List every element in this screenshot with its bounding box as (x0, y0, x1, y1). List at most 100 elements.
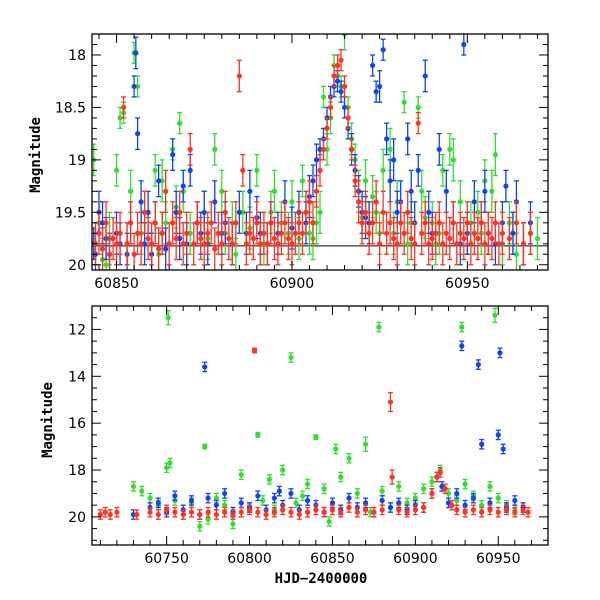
top-red-point (468, 222, 474, 266)
bottom-blue-point (202, 361, 208, 373)
bottom-red-point (387, 392, 394, 413)
bottom-red-point (449, 499, 455, 511)
bottom-blue-point (188, 495, 195, 506)
bottom-red-point (280, 504, 286, 516)
top-y-tick-label: 19 (68, 153, 86, 169)
top-green-point (117, 106, 123, 130)
bottom-red-point (296, 509, 302, 520)
top-red-point (447, 216, 453, 261)
bottom-red-point (102, 506, 108, 518)
top-red-point (180, 222, 186, 266)
top-y-tick-label: 19.5 (55, 205, 86, 221)
bottom-red-point (172, 506, 178, 518)
top-red-point (377, 222, 383, 266)
bottom-blue-point (172, 490, 178, 502)
top-blue-point (135, 117, 141, 151)
bottom-red-point (213, 509, 219, 520)
top-blue-point (212, 180, 218, 224)
top-red-point (387, 201, 393, 245)
top-red-point (127, 201, 134, 245)
bottom-series-green (130, 307, 526, 532)
top-blue-point (370, 54, 376, 77)
bottom-red-point (421, 502, 427, 513)
top-red-point (310, 201, 316, 245)
top-red-point (527, 211, 534, 255)
bottom-red-point (371, 506, 377, 518)
bottom-green-point (197, 520, 203, 532)
top-blue-point (436, 132, 442, 166)
top-red-point (138, 222, 144, 266)
bottom-blue-point (155, 497, 161, 509)
top-red-point (271, 216, 277, 261)
top-red-point (103, 201, 109, 245)
top-blue-point (163, 227, 169, 270)
bottom-red-point (230, 509, 236, 520)
bottom-x-tick-label: 60800 (227, 551, 272, 567)
top-red-point (499, 211, 505, 255)
top-red-point (205, 211, 211, 255)
top-red-point (506, 216, 513, 261)
top-red-point (405, 190, 411, 234)
top-red-point (475, 216, 481, 261)
top-red-point (359, 201, 365, 245)
bottom-blue-point (459, 340, 465, 352)
top-red-point (187, 132, 193, 166)
top-red-point (429, 216, 435, 261)
bottom-green-point (293, 497, 299, 509)
top-y-tick-label: 18 (68, 48, 86, 64)
top-blue-point (461, 34, 467, 56)
top-red-point (352, 164, 358, 198)
top-green-point (152, 153, 158, 187)
bottom-blue-point (255, 490, 261, 502)
bottom-x-tick-label: 60750 (144, 551, 189, 567)
top-green-point (212, 132, 218, 166)
bottom-green-point (299, 490, 306, 502)
bottom-blue-point (475, 359, 481, 370)
bottom-green-point (492, 307, 498, 324)
top-red-point (440, 222, 446, 266)
top-blue-point (131, 75, 137, 98)
bottom-green-point (333, 443, 339, 455)
bottom-green-point (354, 488, 360, 499)
bottom-red-point (442, 483, 448, 495)
top-red-point (156, 227, 162, 270)
top-red-point (268, 201, 274, 245)
bottom-red-point (487, 504, 493, 516)
bottom-red-point (304, 506, 311, 518)
top-x-tick-label: 60900 (270, 276, 315, 292)
bottom-red-point (107, 509, 113, 520)
bottom-blue-point (238, 497, 244, 509)
bottom-green-point (376, 321, 382, 333)
top-red-point (201, 222, 207, 266)
bottom-blue-point (396, 497, 402, 509)
bottom-green-point (429, 476, 435, 488)
top-red-point (135, 211, 141, 255)
top-red-point (398, 201, 404, 245)
top-green-point (419, 169, 425, 213)
bottom-blue-point (387, 502, 394, 513)
top-red-point (289, 222, 295, 266)
bottom-y-tick-label: 20 (68, 510, 86, 526)
bottom-red-point (389, 469, 395, 485)
top-red-point (426, 222, 432, 266)
top-red-point (327, 96, 334, 119)
top-red-point (348, 138, 355, 161)
top-blue-point (384, 122, 390, 156)
bottom-green-point (459, 321, 465, 333)
top-red-point (334, 54, 341, 77)
bottom-y-axis-label: Magnitude (40, 382, 56, 458)
bottom-red-point (205, 506, 211, 518)
top-red-point (170, 201, 176, 245)
top-y-tick-label: 18.5 (55, 100, 86, 116)
bottom-series-blue (130, 340, 526, 520)
top-green-point (440, 153, 446, 187)
bottom-blue-point (288, 488, 294, 499)
top-red-point (457, 211, 463, 255)
top-blue-point (443, 169, 449, 213)
bottom-red-point (404, 506, 410, 518)
bottom-red-point (321, 506, 327, 518)
bottom-green-point (304, 478, 311, 490)
top-red-point (345, 106, 351, 130)
top-red-point (236, 59, 242, 93)
top-green-point (299, 164, 306, 198)
